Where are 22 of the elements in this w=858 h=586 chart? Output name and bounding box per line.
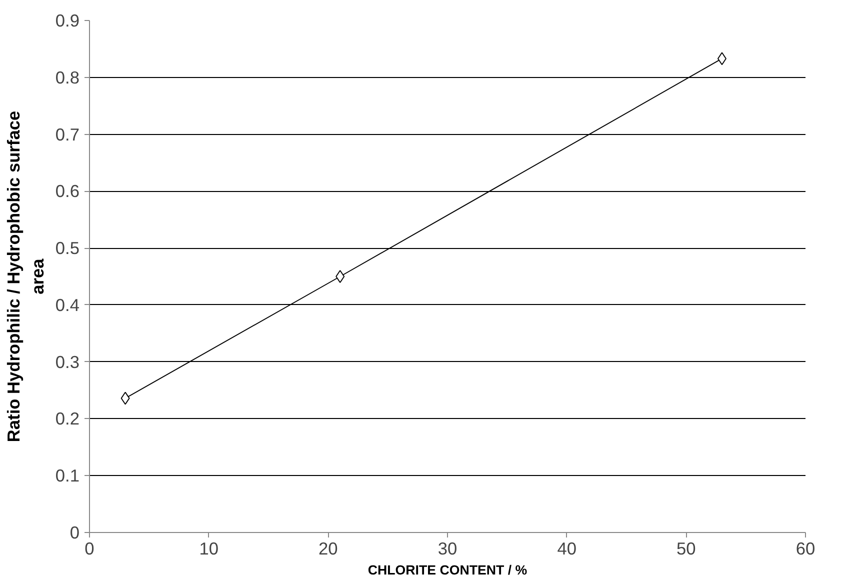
y-axis-title: Ratio Hydrophilic / Hydrophobic surface area: [3, 110, 48, 442]
y-tick-label: 0.5: [55, 238, 80, 258]
x-tick-label: 40: [557, 538, 576, 558]
point: [120, 392, 130, 405]
y-tick-label: 0.1: [55, 466, 80, 486]
y-tick-label: 0.4: [55, 294, 80, 315]
x-tick-label: 10: [199, 538, 218, 558]
x-tick-label: 60: [796, 538, 816, 558]
y-tick-label: 0.3: [55, 352, 80, 372]
x-tick-label: 20: [318, 538, 338, 558]
point: [336, 270, 345, 283]
y-tick-label: 0.6: [55, 181, 80, 202]
x-tick-label: 30: [438, 538, 458, 558]
y-tick-label: 0.2: [55, 408, 80, 429]
x-tick-label: 50: [676, 538, 696, 558]
x-tick-label: 0: [84, 538, 94, 558]
y-tick-label: 0.7: [55, 124, 80, 144]
y-tick-label: 0.9: [55, 10, 80, 30]
x-axis-title: CHLORITE CONTENT / %: [368, 562, 528, 578]
y-tick-label: 0: [70, 522, 80, 542]
point: [717, 52, 726, 66]
y-tick-label: 0.8: [55, 67, 80, 88]
